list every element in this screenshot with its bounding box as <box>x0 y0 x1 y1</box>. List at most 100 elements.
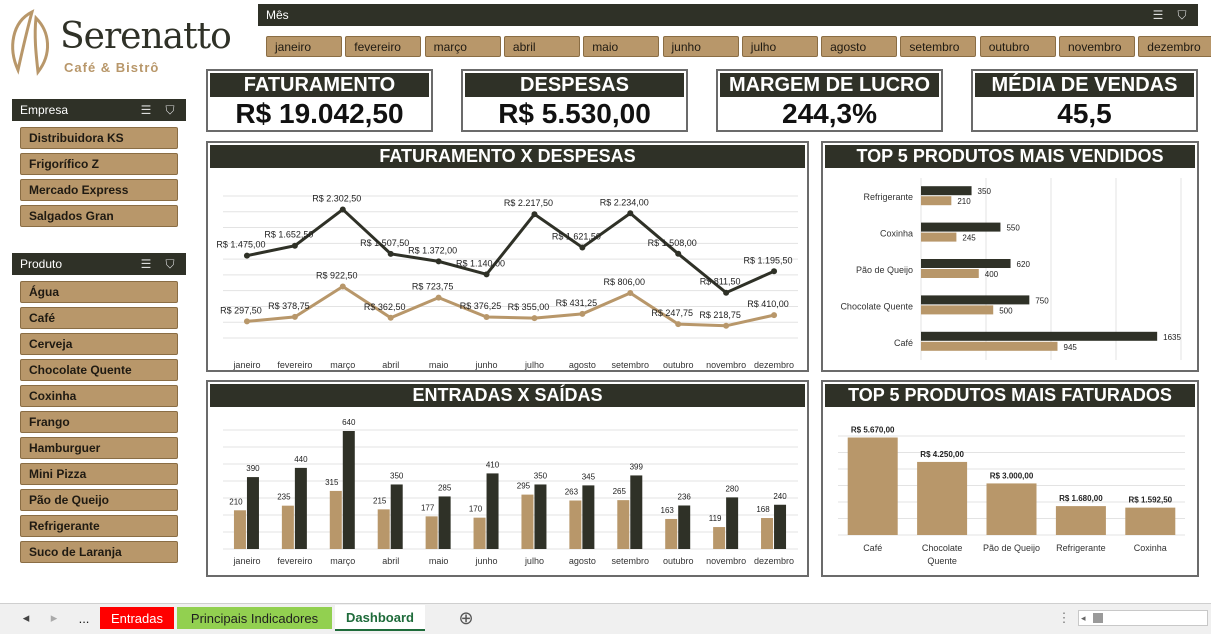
scrollbar-thumb[interactable] <box>1093 613 1103 623</box>
month-slicer-item[interactable]: novembro <box>1059 36 1135 57</box>
data-label: R$ 362,50 <box>364 302 406 312</box>
product-slicer-item[interactable]: Café <box>20 307 178 329</box>
x-tick-label: setembro <box>612 360 650 370</box>
data-label: 177 <box>421 503 435 512</box>
product-slicer-item[interactable]: Mini Pizza <box>20 463 178 485</box>
company-slicer-header: Empresa ☰ ⛉ <box>12 99 186 121</box>
data-label: R$ 723,75 <box>412 282 454 292</box>
horizontal-scrollbar[interactable]: ◂ <box>1078 610 1208 626</box>
clear-filter-icon[interactable]: ⛉ <box>1177 7 1187 22</box>
data-point <box>531 211 538 218</box>
data-point <box>339 283 346 290</box>
hbar-chart-svg: Refrigerante 350 210 Coxinha 550 245 Pão de Qu… <box>840 178 1182 360</box>
data-label: 285 <box>438 483 452 492</box>
add-sheet-icon[interactable]: ⊕ <box>458 607 474 628</box>
x-tick-label: fevereiro <box>277 360 312 370</box>
data-label: 215 <box>373 496 387 505</box>
company-slicer-item[interactable]: Frigorífico Z <box>20 153 178 175</box>
multi-select-icon[interactable]: ☰ <box>1152 8 1164 22</box>
product-slicer-item[interactable]: Água <box>20 281 178 303</box>
month-slicer-item[interactable]: julho <box>741 36 818 57</box>
x-tick-label: julho <box>524 360 544 370</box>
data-label: 345 <box>582 472 596 481</box>
product-slicer-item[interactable]: Coxinha <box>20 385 178 407</box>
data-label: 263 <box>565 488 579 497</box>
month-slicer-item[interactable]: maio <box>583 36 660 57</box>
data-label: 350 <box>978 187 992 196</box>
x-tick-label: janeiro <box>232 556 260 566</box>
product-slicer-item[interactable]: Pão de Queijo <box>20 489 178 511</box>
product-slicer-item[interactable]: Refrigerante <box>20 515 178 537</box>
y-tick-label: Refrigerante <box>863 192 913 202</box>
data-label: R$ 218,75 <box>699 310 741 320</box>
sheet-tab-entradas[interactable]: Entradas <box>100 607 174 629</box>
y-tick-label: Chocolate Quente <box>840 301 913 311</box>
month-slicer-item[interactable]: abril <box>503 36 580 57</box>
x-tick-label: janeiro <box>232 360 260 370</box>
month-slicer-item[interactable]: outubro <box>979 36 1056 57</box>
month-slicer-item[interactable]: dezembro <box>1138 36 1211 57</box>
product-slicer-item[interactable]: Suco de Laranja <box>20 541 178 563</box>
chart-top-faturados[interactable]: TOP 5 PRODUTOS MAIS FATURADOS R$ 5.670,0… <box>821 380 1199 577</box>
month-slicer-item[interactable]: junho <box>662 36 739 57</box>
company-slicer-item[interactable]: Salgados Gran <box>20 205 178 227</box>
company-slicer-item[interactable]: Mercado Express <box>20 179 178 201</box>
chart-entradas-saidas[interactable]: ENTRADAS X SAÍDAS janeiro 210 390 fevereiro… <box>206 380 809 577</box>
product-slicer-item[interactable]: Frango <box>20 411 178 433</box>
product-slicer-item[interactable]: Cerveja <box>20 333 178 355</box>
bar <box>486 473 499 549</box>
month-slicer-item[interactable]: agosto <box>821 36 898 57</box>
bar <box>921 295 1030 305</box>
chart-faturamento-despesas[interactable]: FATURAMENTO X DESPESAS janeiro fevereiro m… <box>206 141 809 372</box>
kpi-value: 45,5 <box>1057 98 1112 129</box>
x-tick-label: dezembro <box>754 360 794 370</box>
data-label: R$ 1.507,50 <box>360 238 409 248</box>
data-label: 350 <box>534 471 548 480</box>
kpi-value: 244,3% <box>782 98 877 129</box>
sheet-tab-principais-indicadores[interactable]: Principais Indicadores <box>177 607 332 629</box>
data-label: R$ 1.621,50 <box>552 231 601 241</box>
data-label: 170 <box>469 505 483 514</box>
prev-sheet-arrow-icon[interactable]: ◂ <box>22 610 30 625</box>
data-label: R$ 431,25 <box>556 298 598 308</box>
data-label: R$ 410,00 <box>747 299 789 309</box>
product-slicer-header: Produto ☰ ⛉ <box>12 253 186 275</box>
x-tick-label: novembro <box>706 360 746 370</box>
x-tick-label: março <box>330 556 355 566</box>
brand-logo: Serenatto Café & Bistrô <box>4 6 234 80</box>
data-point <box>435 258 442 265</box>
data-point <box>339 206 346 213</box>
month-slicer-item[interactable]: fevereiro <box>345 36 422 57</box>
more-sheets-ellipsis[interactable]: ... <box>78 610 90 626</box>
data-label: R$ 3.000,00 <box>990 471 1034 480</box>
scroll-left-arrow-icon[interactable]: ◂ <box>1081 613 1086 623</box>
chart-top-vendidos[interactable]: TOP 5 PRODUTOS MAIS VENDIDOS Refrigerant… <box>821 141 1199 372</box>
data-label: 410 <box>486 460 500 469</box>
bar <box>1055 506 1106 535</box>
y-tick-label: Pão de Queijo <box>856 265 913 275</box>
month-slicer-item[interactable]: setembro <box>900 36 977 57</box>
data-label: 750 <box>1035 296 1049 305</box>
x-tick-label: maio <box>429 556 449 566</box>
product-slicer-item[interactable]: Hamburguer <box>20 437 178 459</box>
brand-subtitle: Café & Bistrô <box>64 60 160 75</box>
clear-filter-icon[interactable]: ⛉ <box>165 256 175 271</box>
next-sheet-arrow-icon[interactable]: ▸ <box>50 610 58 625</box>
sheet-tab-dashboard[interactable]: Dashboard <box>335 605 425 631</box>
brand-name: Serenatto <box>60 16 232 57</box>
company-slicer-item[interactable]: Distribuidora KS <box>20 127 178 149</box>
data-point <box>675 250 682 257</box>
multi-select-icon[interactable]: ☰ <box>140 103 152 117</box>
clear-filter-icon[interactable]: ⛉ <box>165 102 175 117</box>
data-label: 210 <box>957 197 971 206</box>
product-slicer-item[interactable]: Chocolate Quente <box>20 359 178 381</box>
series-line <box>246 284 775 328</box>
month-slicer-item[interactable]: março <box>424 36 501 57</box>
data-point <box>723 322 730 329</box>
data-label: R$ 1.508,00 <box>648 238 697 248</box>
month-slicer-item[interactable]: janeiro <box>266 36 342 57</box>
multi-select-icon[interactable]: ☰ <box>140 257 152 271</box>
scroll-handle-icon[interactable]: ⋮ <box>1057 610 1071 625</box>
data-label: 390 <box>246 464 260 473</box>
product-slicer-title: Produto <box>20 257 63 271</box>
